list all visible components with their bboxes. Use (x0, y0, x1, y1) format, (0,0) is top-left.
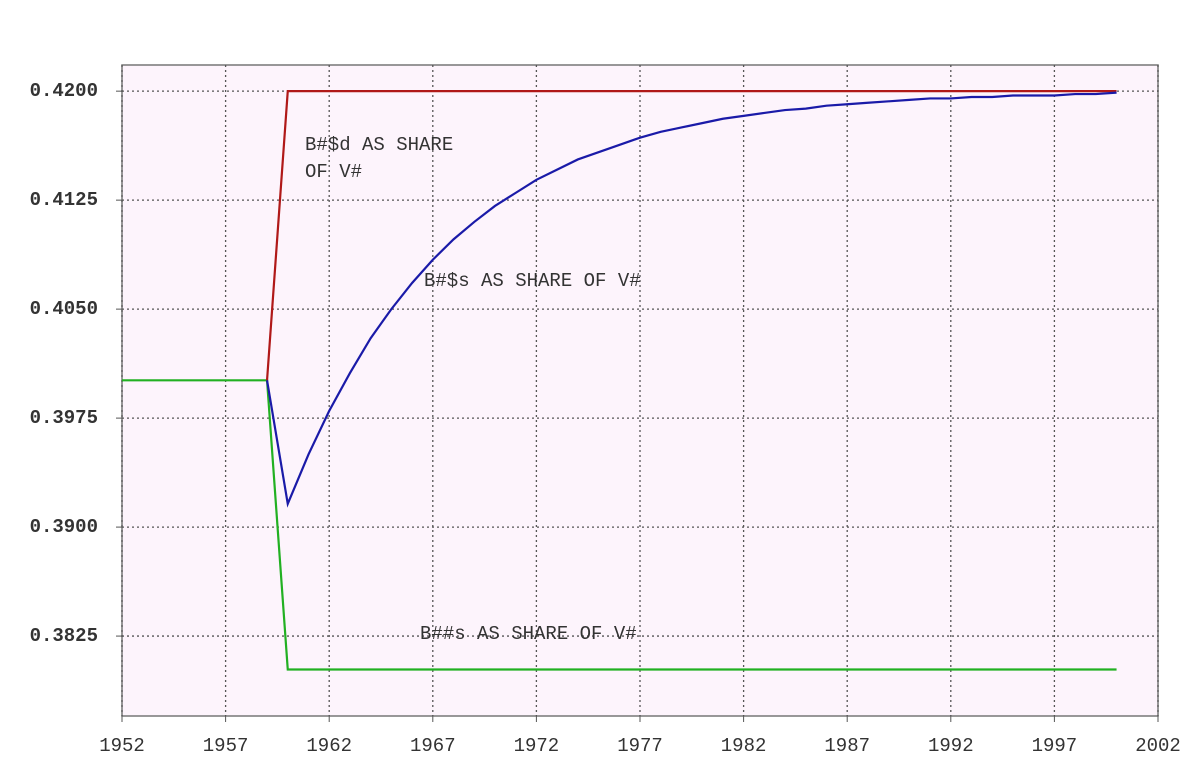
series-line (265, 91, 1117, 508)
annotation: OF V# (305, 161, 362, 183)
annotation: B##s AS SHARE OF V# (420, 623, 637, 645)
y-tick-label: 0.4125 (30, 189, 98, 211)
annotation: B#$d AS SHARE (305, 134, 453, 156)
x-tick-label: 1957 (203, 735, 249, 757)
x-tick-label: 1992 (928, 735, 974, 757)
annotation: B#$s AS SHARE OF V# (424, 270, 641, 292)
x-tick-label: 1962 (306, 735, 352, 757)
y-tick-label: 0.4200 (30, 80, 98, 102)
x-tick-label: 1972 (514, 735, 560, 757)
x-tick-label: 1952 (99, 735, 145, 757)
y-tick-label: 0.3975 (30, 407, 98, 429)
series-line (122, 379, 1117, 671)
x-tick-label: 1987 (824, 735, 870, 757)
x-tick-label: 1997 (1032, 735, 1078, 757)
y-tick-label: 0.4050 (30, 298, 98, 320)
y-tick-label: 0.3825 (30, 625, 98, 647)
x-tick-label: 1967 (410, 735, 456, 757)
x-tick-label: 1982 (721, 735, 767, 757)
series-line (265, 90, 1117, 381)
x-tick-label: 1977 (617, 735, 663, 757)
y-tick-label: 0.3900 (30, 516, 98, 538)
x-tick-label: 2002 (1135, 735, 1181, 757)
